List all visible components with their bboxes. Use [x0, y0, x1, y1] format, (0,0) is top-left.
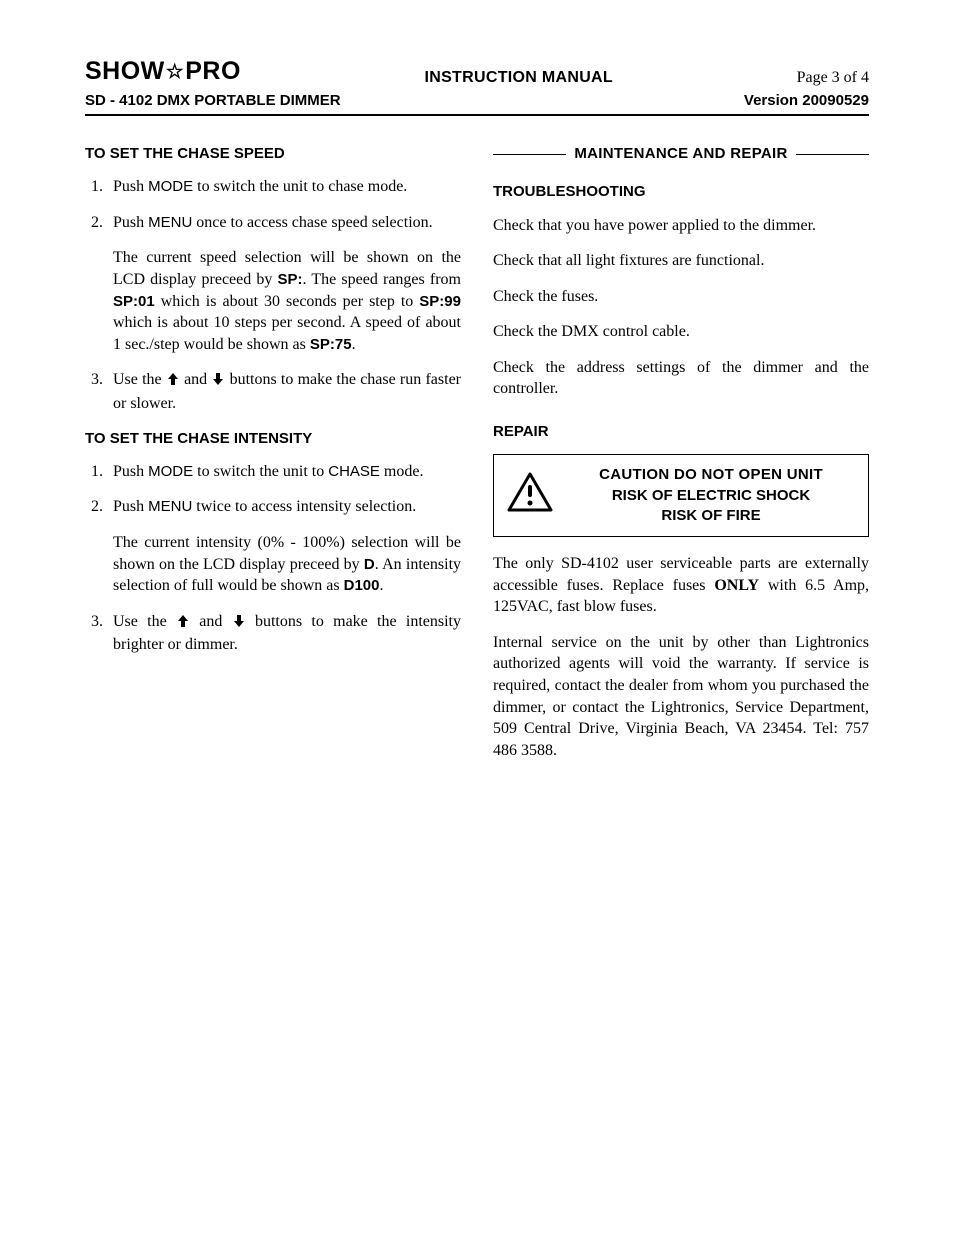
- down-arrow-icon: [211, 371, 225, 393]
- brand-star-icon: ☆: [165, 62, 185, 82]
- list-item: Push MODE to switch the unit to chase mo…: [107, 176, 461, 198]
- chase-intensity-list: Push MODE to switch the unit to CHASE mo…: [85, 461, 461, 656]
- repair-para: Internal service on the unit by other th…: [493, 632, 869, 762]
- doc-title: INSTRUCTION MANUAL: [424, 67, 613, 89]
- heading-troubleshooting: TROUBLESHOOTING: [493, 182, 869, 202]
- page-number: Page 3 of 4: [797, 67, 869, 89]
- speed-detail-para: The current speed selection will be show…: [113, 247, 461, 355]
- brand-left: SHOW: [85, 55, 165, 89]
- content-columns: TO SET THE CHASE SPEED Push MODE to swit…: [85, 144, 869, 775]
- troubleshoot-step: Check the address settings of the dimmer…: [493, 357, 869, 400]
- repair-para: The only SD-4102 user serviceable parts …: [493, 553, 869, 618]
- chase-label: CHASE: [328, 463, 380, 480]
- list-item: Use the and buttons to make the chase ru…: [107, 369, 461, 414]
- chase-speed-list: Push MODE to switch the unit to chase mo…: [85, 176, 461, 414]
- divider-label: MAINTENANCE AND REPAIR: [566, 144, 795, 164]
- mode-label: MODE: [148, 463, 193, 480]
- down-arrow-icon: [232, 613, 246, 635]
- troubleshoot-step: Check that all light fixtures are functi…: [493, 250, 869, 272]
- d-label: D: [364, 556, 375, 573]
- text: which is about 10 steps per second. A sp…: [113, 314, 461, 353]
- caution-line: CAUTION DO NOT OPEN UNIT: [566, 465, 856, 485]
- menu-label: MENU: [148, 498, 192, 515]
- list-item: Push MENU twice to access intensity sele…: [107, 496, 461, 596]
- header-row: SHOW ☆ PRO INSTRUCTION MANUAL Page 3 of …: [85, 55, 869, 89]
- text: .: [379, 577, 383, 594]
- text: twice to access intensity selection.: [192, 498, 416, 515]
- text: and: [190, 613, 232, 630]
- brand-logo: SHOW ☆ PRO: [85, 55, 241, 89]
- caution-triangle-icon: [506, 471, 554, 520]
- text: Push: [113, 498, 148, 515]
- text: .: [352, 336, 356, 353]
- maintenance-divider: MAINTENANCE AND REPAIR: [493, 144, 869, 164]
- right-column: MAINTENANCE AND REPAIR TROUBLESHOOTING C…: [493, 144, 869, 775]
- up-arrow-icon: [176, 613, 190, 635]
- header-rule: [85, 114, 869, 116]
- troubleshoot-step: Check the DMX control cable.: [493, 321, 869, 343]
- d100-label: D100: [344, 577, 380, 594]
- brand-right: PRO: [185, 55, 241, 89]
- text: once to access chase speed selection.: [192, 214, 432, 231]
- caution-line: RISK OF FIRE: [566, 506, 856, 526]
- version-text: Version 20090529: [744, 91, 869, 111]
- text: Push: [113, 214, 148, 231]
- text: mode.: [380, 463, 424, 480]
- list-item: Push MENU once to access chase speed sel…: [107, 212, 461, 356]
- sp-label: SP:: [278, 271, 303, 288]
- list-item: Push MODE to switch the unit to CHASE mo…: [107, 461, 461, 483]
- caution-line: RISK OF ELECTRIC SHOCK: [566, 486, 856, 506]
- menu-label: MENU: [148, 214, 192, 231]
- text: Push: [113, 178, 148, 195]
- text: . The speed ranges from: [303, 271, 461, 288]
- caution-box: CAUTION DO NOT OPEN UNIT RISK OF ELECTRI…: [493, 454, 869, 537]
- sp01-label: SP:01: [113, 293, 155, 310]
- sp75-label: SP:75: [310, 336, 352, 353]
- text: Use the: [113, 371, 166, 388]
- heading-repair: REPAIR: [493, 422, 869, 442]
- left-column: TO SET THE CHASE SPEED Push MODE to swit…: [85, 144, 461, 775]
- sp99-label: SP:99: [419, 293, 461, 310]
- up-arrow-icon: [166, 371, 180, 393]
- text: which is about 30 seconds per step to: [155, 293, 420, 310]
- text: to switch the unit to: [193, 463, 328, 480]
- subheader-row: SD - 4102 DMX PORTABLE DIMMER Version 20…: [85, 91, 869, 111]
- troubleshoot-step: Check that you have power applied to the…: [493, 215, 869, 237]
- heading-chase-intensity: TO SET THE CHASE INTENSITY: [85, 429, 461, 449]
- heading-chase-speed: TO SET THE CHASE SPEED: [85, 144, 461, 164]
- caution-text: CAUTION DO NOT OPEN UNIT RISK OF ELECTRI…: [566, 465, 856, 526]
- product-name: SD - 4102 DMX PORTABLE DIMMER: [85, 91, 341, 111]
- text: Push: [113, 463, 148, 480]
- divider-line-right: [796, 154, 869, 155]
- intensity-detail-para: The current intensity (0% - 100%) select…: [113, 532, 461, 597]
- mode-label: MODE: [148, 178, 193, 195]
- text: to switch the unit to chase mode.: [193, 178, 407, 195]
- divider-line-left: [493, 154, 566, 155]
- only-bold: ONLY: [714, 577, 759, 594]
- text: Use the: [113, 613, 176, 630]
- text: and: [180, 371, 212, 388]
- list-item: Use the and buttons to make the intensit…: [107, 611, 461, 656]
- troubleshoot-step: Check the fuses.: [493, 286, 869, 308]
